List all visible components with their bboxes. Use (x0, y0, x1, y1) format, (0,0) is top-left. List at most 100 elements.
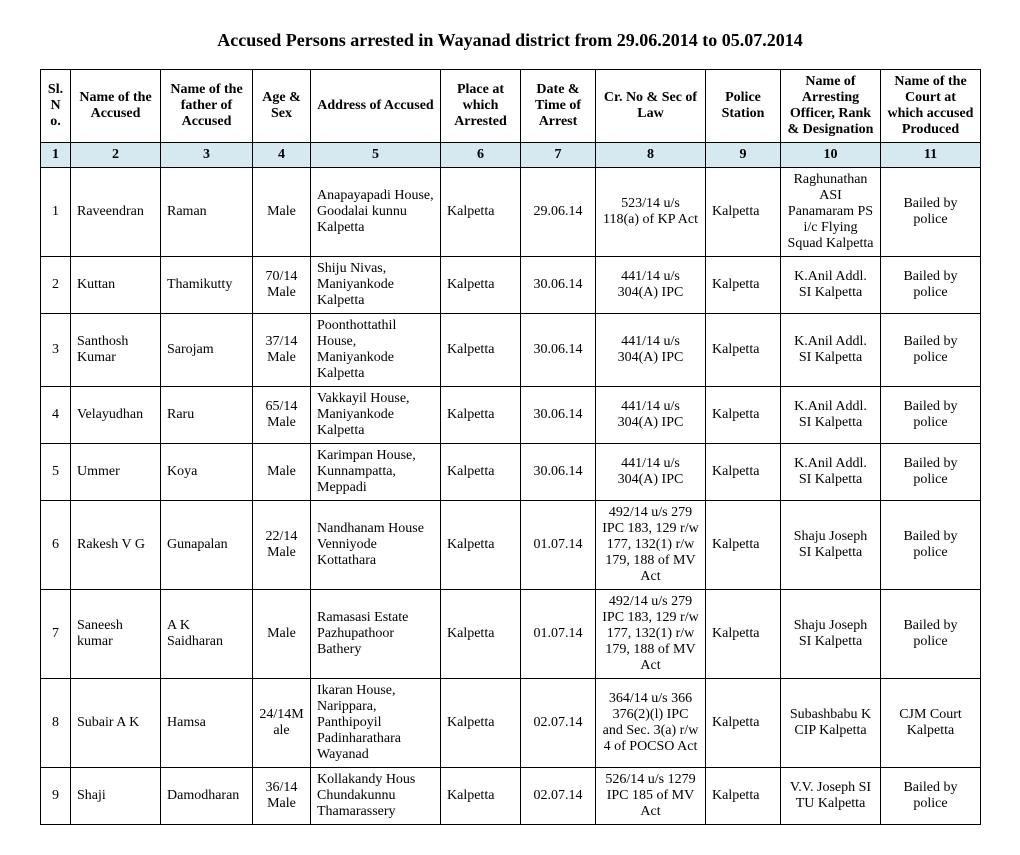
cell-sl: 6 (41, 501, 71, 590)
cell-date: 01.07.14 (521, 501, 596, 590)
colnum-10: 10 (781, 143, 881, 168)
table-row: 9ShajiDamodharan36/14 MaleKollakandy Hou… (41, 768, 981, 825)
cell-date: 29.06.14 (521, 168, 596, 257)
cell-officer: V.V. Joseph SI TU Kalpetta (781, 768, 881, 825)
cell-officer: Shaju Joseph SI Kalpetta (781, 501, 881, 590)
cell-age: 24/14Male (253, 679, 311, 768)
header-station: Police Station (706, 70, 781, 143)
cell-station: Kalpetta (706, 314, 781, 387)
table-header-row: Sl. No. Name of the Accused Name of the … (41, 70, 981, 143)
cell-age: 22/14 Male (253, 501, 311, 590)
cell-court: Bailed by police (881, 257, 981, 314)
cell-age: 65/14 Male (253, 387, 311, 444)
cell-address: Vakkayil House, Maniyankode Kalpetta (311, 387, 441, 444)
cell-address: Anapayapadi House, Goodalai kunnu Kalpet… (311, 168, 441, 257)
cell-sl: 3 (41, 314, 71, 387)
cell-address: Karimpan House, Kunnampatta, Meppadi (311, 444, 441, 501)
cell-father: Koya (161, 444, 253, 501)
cell-address: Nandhanam House Venniyode Kottathara (311, 501, 441, 590)
cell-crno: 526/14 u/s 1279 IPC 185 of MV Act (596, 768, 706, 825)
cell-age: 70/14 Male (253, 257, 311, 314)
cell-place: Kalpetta (441, 768, 521, 825)
arrest-table: Sl. No. Name of the Accused Name of the … (40, 69, 981, 825)
cell-court: CJM Court Kalpetta (881, 679, 981, 768)
cell-place: Kalpetta (441, 168, 521, 257)
header-court: Name of the Court at which accused Produ… (881, 70, 981, 143)
cell-date: 02.07.14 (521, 679, 596, 768)
header-date: Date & Time of Arrest (521, 70, 596, 143)
cell-father: Thamikutty (161, 257, 253, 314)
cell-age: 37/14 Male (253, 314, 311, 387)
cell-place: Kalpetta (441, 387, 521, 444)
cell-address: Kollakandy Hous Chundakunnu Thamarassery (311, 768, 441, 825)
cell-address: Ikaran House, Narippara, Panthipoyil Pad… (311, 679, 441, 768)
cell-officer: Shaju Joseph SI Kalpetta (781, 590, 881, 679)
cell-sl: 8 (41, 679, 71, 768)
cell-crno: 523/14 u/s 118(a) of KP Act (596, 168, 706, 257)
table-row: 2KuttanThamikutty70/14 MaleShiju Nivas, … (41, 257, 981, 314)
cell-place: Kalpetta (441, 257, 521, 314)
cell-father: Damodharan (161, 768, 253, 825)
cell-address: Ramasasi Estate Pazhupathoor Bathery (311, 590, 441, 679)
cell-address: Poonthottathil House, Maniyankode Kalpet… (311, 314, 441, 387)
header-accused: Name of the Accused (71, 70, 161, 143)
cell-date: 30.06.14 (521, 444, 596, 501)
cell-court: Bailed by police (881, 387, 981, 444)
cell-crno: 364/14 u/s 366 376(2)(l) IPC and Sec. 3(… (596, 679, 706, 768)
cell-court: Bailed by police (881, 444, 981, 501)
colnum-9: 9 (706, 143, 781, 168)
cell-station: Kalpetta (706, 168, 781, 257)
header-age: Age & Sex (253, 70, 311, 143)
cell-officer: K.Anil Addl. SI Kalpetta (781, 314, 881, 387)
cell-court: Bailed by police (881, 590, 981, 679)
cell-accused: Kuttan (71, 257, 161, 314)
cell-age: Male (253, 444, 311, 501)
cell-father: Gunapalan (161, 501, 253, 590)
colnum-11: 11 (881, 143, 981, 168)
cell-station: Kalpetta (706, 387, 781, 444)
cell-address: Shiju Nivas, Maniyankode Kalpetta (311, 257, 441, 314)
cell-sl: 4 (41, 387, 71, 444)
cell-sl: 1 (41, 168, 71, 257)
cell-court: Bailed by police (881, 314, 981, 387)
cell-father: Sarojam (161, 314, 253, 387)
cell-place: Kalpetta (441, 590, 521, 679)
table-body: 1RaveendranRamanMaleAnapayapadi House, G… (41, 168, 981, 825)
cell-father: Raman (161, 168, 253, 257)
cell-crno: 441/14 u/s 304(A) IPC (596, 387, 706, 444)
cell-crno: 492/14 u/s 279 IPC 183, 129 r/w 177, 132… (596, 501, 706, 590)
cell-court: Bailed by police (881, 501, 981, 590)
cell-crno: 441/14 u/s 304(A) IPC (596, 257, 706, 314)
table-row: 8Subair A KHamsa24/14MaleIkaran House, N… (41, 679, 981, 768)
cell-date: 30.06.14 (521, 257, 596, 314)
cell-station: Kalpetta (706, 501, 781, 590)
cell-officer: K.Anil Addl. SI Kalpetta (781, 257, 881, 314)
cell-date: 30.06.14 (521, 387, 596, 444)
cell-accused: Rakesh V G (71, 501, 161, 590)
cell-court: Bailed by police (881, 768, 981, 825)
cell-accused: Santhosh Kumar (71, 314, 161, 387)
table-row: 6Rakesh V GGunapalan22/14 MaleNandhanam … (41, 501, 981, 590)
cell-crno: 441/14 u/s 304(A) IPC (596, 444, 706, 501)
cell-accused: Ummer (71, 444, 161, 501)
cell-station: Kalpetta (706, 679, 781, 768)
cell-crno: 441/14 u/s 304(A) IPC (596, 314, 706, 387)
cell-place: Kalpetta (441, 314, 521, 387)
header-officer: Name of Arresting Officer, Rank & Design… (781, 70, 881, 143)
cell-accused: Shaji (71, 768, 161, 825)
cell-station: Kalpetta (706, 590, 781, 679)
cell-place: Kalpetta (441, 501, 521, 590)
colnum-6: 6 (441, 143, 521, 168)
cell-station: Kalpetta (706, 444, 781, 501)
cell-place: Kalpetta (441, 444, 521, 501)
cell-age: Male (253, 168, 311, 257)
cell-sl: 7 (41, 590, 71, 679)
cell-officer: Subashbabu K CIP Kalpetta (781, 679, 881, 768)
colnum-1: 1 (41, 143, 71, 168)
cell-sl: 2 (41, 257, 71, 314)
colnum-8: 8 (596, 143, 706, 168)
cell-age: Male (253, 590, 311, 679)
table-row: 4VelayudhanRaru65/14 MaleVakkayil House,… (41, 387, 981, 444)
header-father: Name of the father of Accused (161, 70, 253, 143)
cell-sl: 9 (41, 768, 71, 825)
